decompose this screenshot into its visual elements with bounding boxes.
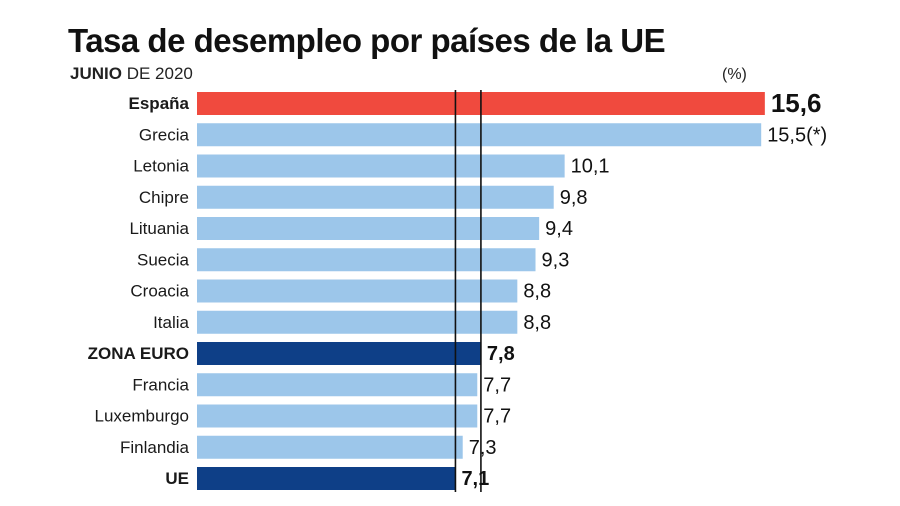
category-label: Italia xyxy=(153,313,189,332)
category-label: Grecia xyxy=(139,125,190,144)
bar-grecia xyxy=(197,123,762,147)
value-label: 9,3 xyxy=(542,249,570,271)
bar-ue xyxy=(197,467,456,490)
category-label: Chipre xyxy=(139,188,189,207)
value-label: 15,5(*) xyxy=(767,124,827,146)
value-label: 8,8 xyxy=(523,312,551,334)
bar-suecia xyxy=(197,248,536,272)
bar-francia xyxy=(197,373,478,397)
category-label: UE xyxy=(165,469,189,488)
value-label: 7,7 xyxy=(483,406,511,428)
chart-title: Tasa de desempleo por países de la UE xyxy=(68,22,666,59)
category-label: Lituania xyxy=(129,219,189,238)
category-label: España xyxy=(129,94,190,113)
value-label: 8,8 xyxy=(523,281,551,303)
subtitle-year: DE 2020 xyxy=(121,64,193,83)
unit-label: (%) xyxy=(722,66,747,83)
value-label: 9,4 xyxy=(545,218,573,240)
value-label: 15,6 xyxy=(771,88,822,118)
value-label: 9,8 xyxy=(560,187,588,209)
category-label: Luxemburgo xyxy=(94,407,189,426)
bar-italia xyxy=(197,310,518,334)
bar-chipre xyxy=(197,185,554,209)
value-label: 7,8 xyxy=(487,343,515,365)
value-label: 7,3 xyxy=(469,437,497,459)
bar-croacia xyxy=(197,279,518,303)
category-label: ZONA EURO xyxy=(88,344,189,363)
category-label: Francia xyxy=(132,375,189,394)
bar-finlandia xyxy=(197,435,463,459)
category-label: Croacia xyxy=(130,282,189,301)
value-label: 7,1 xyxy=(461,468,489,490)
bar-lituania xyxy=(197,217,540,240)
category-label: Finlandia xyxy=(120,438,190,457)
subtitle-month: JUNIO xyxy=(70,64,122,83)
category-label: Letonia xyxy=(133,157,189,176)
chart-subtitle: JUNIO DE 2020 xyxy=(70,64,193,84)
bar-luxemburgo xyxy=(197,404,478,428)
category-label: Suecia xyxy=(137,250,190,269)
bar-letonia xyxy=(197,154,565,178)
value-label: 7,7 xyxy=(483,374,511,396)
bar-zona-euro xyxy=(197,342,481,365)
value-label: 10,1 xyxy=(571,156,610,178)
